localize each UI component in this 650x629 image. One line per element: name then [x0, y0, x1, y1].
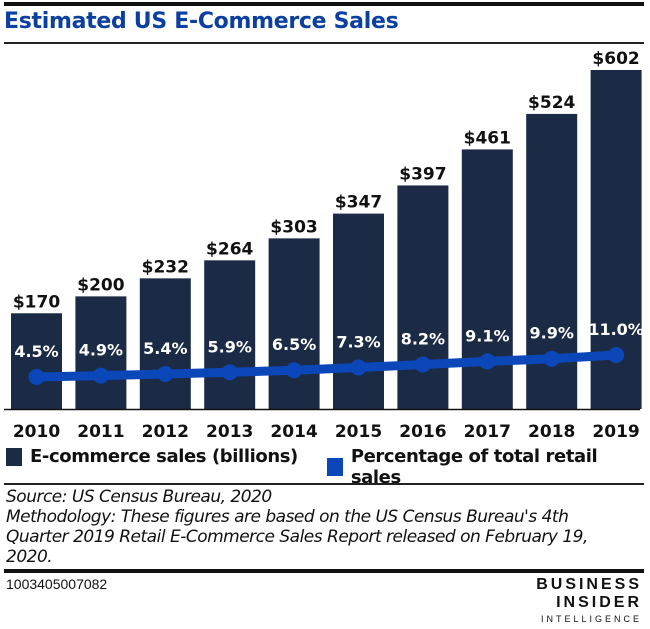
bar-label-2010: $170: [13, 292, 60, 312]
percentage-point-2010: [28, 369, 45, 385]
bar-label-2013: $264: [206, 239, 253, 259]
legend-swatch-percentage: [327, 458, 343, 476]
chart-title: Estimated US E-Commerce Sales: [4, 9, 399, 34]
percentage-point-2017: [479, 353, 496, 370]
brand-logo: BUSINESS INSIDER INTELLIGENCE: [536, 576, 642, 626]
x-tick-2013: 2013: [206, 422, 253, 442]
chart-id: 1003405007082: [6, 576, 108, 592]
bar-2011: [75, 296, 127, 409]
bar-2014: [268, 238, 320, 409]
percentage-point-2011: [92, 367, 109, 384]
bar-2015: [333, 213, 384, 409]
percentage-label-2018: 9.9%: [530, 324, 574, 343]
legend-swatch-sales: [6, 447, 22, 466]
legend-item-sales: E-commerce sales (billions): [6, 446, 298, 467]
legend-item-percentage: Percentage of total retail sales: [327, 446, 650, 488]
x-tick-2012: 2012: [142, 422, 189, 442]
brand-insider: INSIDER: [556, 594, 642, 611]
x-tick-2015: 2015: [335, 422, 382, 442]
source-text: Source: US Census Bureau, 2020: [6, 487, 272, 507]
percentage-point-2018: [543, 350, 560, 367]
bar-2013: [204, 260, 256, 409]
legend-label-percentage: Percentage of total retail sales: [350, 446, 598, 488]
percentage-point-2019: [608, 347, 625, 363]
bar-label-2011: $200: [77, 275, 124, 295]
percentage-point-2013: [221, 364, 238, 381]
percentage-label-2015: 7.3%: [336, 333, 380, 352]
percentage-label-2016: 8.2%: [401, 329, 445, 348]
bar-label-2015: $347: [335, 193, 382, 213]
percentage-label-2014: 6.5%: [272, 335, 316, 354]
bar-2017: [461, 149, 513, 409]
x-tick-2019: 2019: [592, 422, 639, 442]
brand-intelligence: INTELLIGENCE: [540, 614, 642, 624]
bar-2010: [11, 313, 62, 409]
legend-label-sales: E-commerce sales (billions): [30, 446, 298, 467]
x-tick-2011: 2011: [77, 422, 124, 442]
percentage-label-2013: 5.9%: [208, 337, 252, 356]
x-tick-2010: 2010: [13, 422, 60, 442]
source-rule: [4, 483, 644, 485]
bar-label-2017: $461: [464, 128, 511, 148]
chart-area: $170 2010 $200 2011 $232 2012 $264 2013 $303 2014…: [4, 49, 644, 442]
methodology-text: Methodology: These figures are based on …: [6, 507, 588, 567]
bar-label-2014: $303: [270, 217, 317, 237]
x-tick-2014: 2014: [270, 422, 317, 442]
x-tick-2018: 2018: [528, 422, 575, 442]
percentage-label-2011: 4.9%: [79, 341, 123, 360]
bottom-rule: [4, 569, 644, 573]
percentage-label-2017: 9.1%: [465, 326, 509, 345]
percentage-label-2019: 11.0%: [588, 320, 644, 339]
title-rule: [4, 42, 644, 44]
top-rule: [4, 2, 644, 6]
percentage-point-2012: [157, 365, 174, 382]
source-notes: Source: US Census Bureau, 2020 Methodolo…: [6, 487, 626, 567]
percentage-point-2015: [350, 359, 367, 376]
bar-label-2019: $602: [592, 49, 639, 69]
bar-label-2012: $232: [142, 257, 189, 277]
percentage-point-2014: [286, 362, 303, 379]
bar-label-2018: $524: [528, 93, 575, 113]
percentage-line: [32, 350, 621, 382]
brand-business: BUSINESS: [536, 576, 642, 593]
percentage-label-2010: 4.5%: [14, 342, 58, 361]
bar-label-2016: $397: [399, 164, 446, 184]
percentage-point-2016: [414, 356, 431, 373]
bar-2016: [397, 185, 449, 409]
bar-2012: [139, 278, 191, 409]
percentage-label-2012: 5.4%: [143, 339, 187, 358]
x-tick-2016: 2016: [399, 422, 446, 442]
x-tick-2017: 2017: [464, 422, 511, 442]
